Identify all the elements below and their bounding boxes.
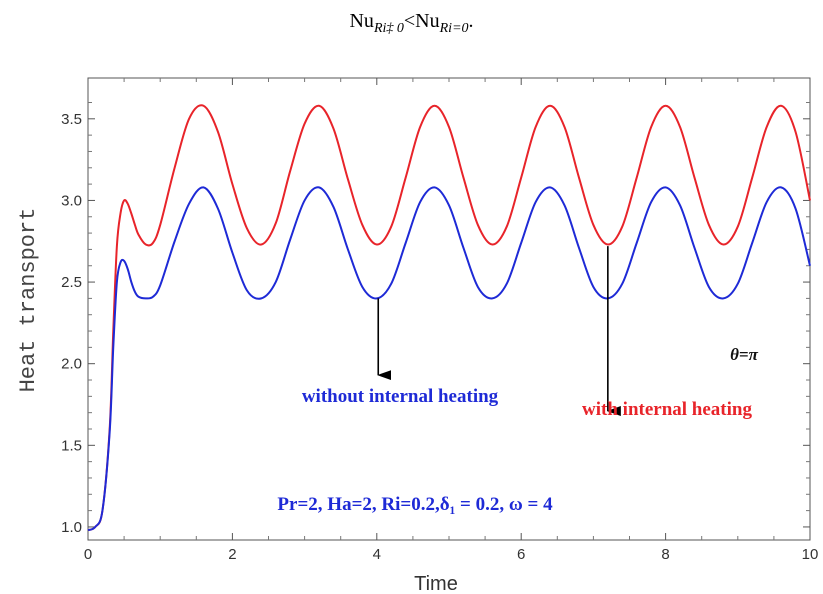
y-axis-title: Heat transport xyxy=(16,208,41,393)
label-theta: θ=π xyxy=(730,345,759,364)
series-line-without-internal-heating xyxy=(87,186,811,532)
label-with-internal-heating: with internal heating xyxy=(582,399,752,420)
caption-right-sub: Ri=0 xyxy=(439,21,469,36)
x-tick-label: 0 xyxy=(84,546,92,563)
caption-right-nu: Nu xyxy=(415,10,440,32)
series-layer xyxy=(87,104,811,532)
caption-left-nu: Nu xyxy=(349,10,374,32)
axis-ticks xyxy=(87,78,811,540)
plot-frame xyxy=(87,77,811,541)
x-tick-label: 10 xyxy=(802,546,819,563)
x-axis-title: Time xyxy=(414,573,458,594)
x-tick-label: 6 xyxy=(517,546,525,563)
y-tick-label: 3.0 xyxy=(61,192,82,209)
y-tick-label: 2.5 xyxy=(61,274,82,291)
axis-tick-labels: 0 2 4 6 8 10 1.0 1.5 2.0 2.5 3.0 3.5 xyxy=(61,111,818,563)
y-tick-label: 3.5 xyxy=(61,111,82,128)
caption-operator: < xyxy=(403,10,416,32)
y-tick-label: 1.5 xyxy=(61,437,82,454)
annotation-layer xyxy=(377,246,621,417)
caption-end: . xyxy=(468,10,474,32)
formula-caption: NuRi‡ 0<NuRi=0. xyxy=(0,10,823,37)
label-parameters: Pr=2, Ha=2, Ri=0.2,δ₁ = 0.2, ω = 4 xyxy=(277,494,553,515)
y-tick-label: 2.0 xyxy=(61,356,82,373)
label-without-internal-heating: without internal heating xyxy=(302,386,499,407)
caption-left-sub: Ri‡ 0 xyxy=(373,21,404,36)
x-tick-label: 8 xyxy=(661,546,669,563)
x-tick-label: 2 xyxy=(228,546,236,563)
x-tick-label: 4 xyxy=(373,546,381,563)
series-line-with-internal-heating xyxy=(87,104,811,532)
y-tick-label: 1.0 xyxy=(61,519,82,536)
